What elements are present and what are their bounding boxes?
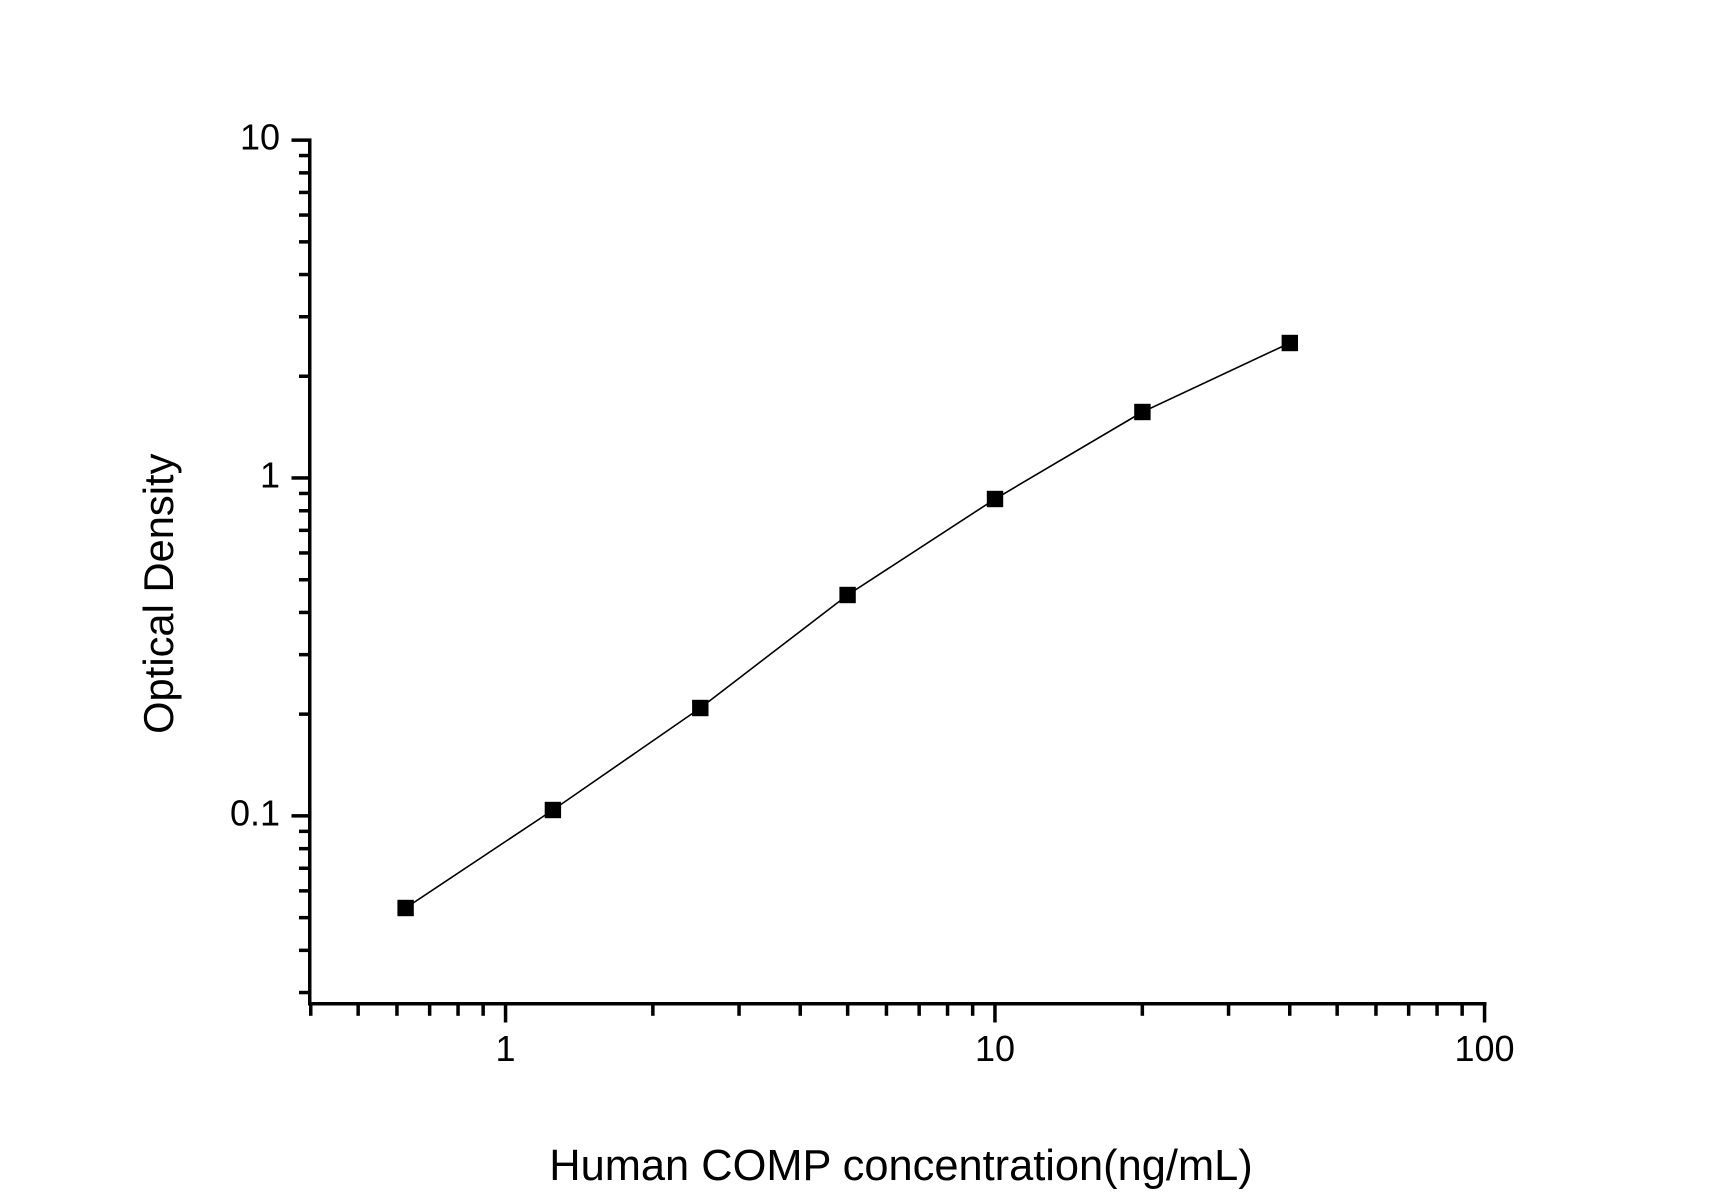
svg-text:100: 100 bbox=[1454, 1028, 1514, 1069]
svg-text:0.1: 0.1 bbox=[230, 792, 280, 833]
svg-text:1: 1 bbox=[495, 1028, 515, 1069]
svg-text:1: 1 bbox=[260, 455, 280, 496]
svg-text:Optical Density: Optical Density bbox=[135, 453, 182, 733]
svg-text:Human COMP concentration(ng/mL: Human COMP concentration(ng/mL) bbox=[549, 1142, 1252, 1190]
svg-text:10: 10 bbox=[975, 1028, 1015, 1069]
svg-text:10: 10 bbox=[240, 117, 280, 158]
